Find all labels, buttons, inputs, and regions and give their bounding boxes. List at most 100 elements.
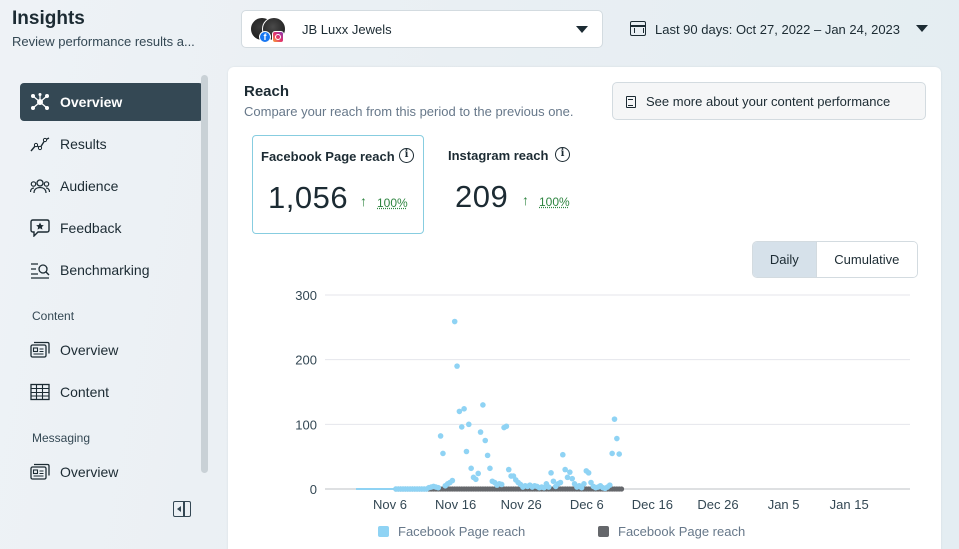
sidebar-item-audience[interactable]: Audience (20, 167, 203, 205)
reach-chart: 0 100 200 300 Nov 6 Nov 16 Nov 26 Dec 6 Dec 16 De… (295, 288, 910, 539)
account-avatar: f (250, 17, 290, 43)
x-tick-label: Nov 6 (373, 497, 407, 512)
date-range-label: Last 90 days: Oct 27, 2022 – Jan 24, 202… (655, 22, 901, 37)
data-point[interactable] (449, 477, 456, 484)
data-point[interactable] (451, 318, 458, 325)
y-tick-label: 200 (295, 353, 317, 368)
sidebar: Overview Results Audience Feedback B (0, 75, 215, 549)
metric-change[interactable]: 100% (539, 195, 570, 209)
metric-value: 1,056 (268, 180, 349, 215)
data-point[interactable] (477, 429, 484, 435)
data-point[interactable] (505, 466, 512, 473)
arrow-up-icon: ↑ (360, 193, 367, 209)
line-chart-icon (30, 137, 50, 152)
data-point[interactable] (463, 448, 470, 455)
legend-swatch (378, 526, 389, 537)
data-point[interactable] (454, 363, 460, 369)
data-point[interactable] (557, 479, 564, 486)
y-tick-label: 100 (295, 417, 317, 432)
cumulative-button[interactable]: Cumulative (816, 242, 917, 277)
sidebar-item-content[interactable]: Content (20, 373, 203, 411)
data-point[interactable] (473, 476, 479, 483)
data-point[interactable] (614, 435, 620, 442)
data-point[interactable] (466, 421, 472, 428)
data-point[interactable] (435, 484, 442, 491)
page-subtitle: Review performance results a... (12, 34, 195, 49)
sidebar-item-benchmarking[interactable]: Benchmarking (20, 251, 203, 289)
data-point[interactable] (487, 465, 493, 472)
data-point[interactable] (616, 451, 622, 457)
table-icon (30, 383, 50, 401)
arrow-up-icon: ↑ (522, 192, 529, 208)
metric-title: Instagram reach (448, 148, 549, 163)
daily-button[interactable]: Daily (753, 242, 817, 277)
legend-item[interactable]: Facebook Page reach (378, 524, 525, 539)
data-point[interactable] (456, 408, 463, 415)
x-tick-label: Jan 15 (830, 497, 869, 512)
info-icon[interactable]: i (555, 147, 570, 162)
data-point[interactable] (498, 481, 505, 488)
see-more-content-button[interactable]: See more about your content performance (612, 82, 926, 120)
x-tick-label: Nov 26 (501, 497, 542, 512)
data-point[interactable] (607, 482, 613, 488)
data-point[interactable] (611, 416, 618, 422)
data-point[interactable] (550, 478, 557, 485)
section-label-content: Content (32, 309, 75, 323)
sidebar-item-label: Overview (60, 464, 119, 480)
facebook-icon: f (259, 31, 271, 43)
chevron-down-icon (916, 25, 928, 32)
legend-item[interactable]: Facebook Page reach (598, 524, 745, 539)
data-point[interactable] (609, 450, 615, 457)
data-point[interactable] (475, 470, 481, 477)
sidebar-item-label: Feedback (60, 220, 122, 236)
metric-change[interactable]: 100% (377, 196, 408, 210)
data-point[interactable] (458, 424, 465, 430)
data-point[interactable] (548, 470, 554, 476)
sidebar-item-content-overview[interactable]: Overview (20, 331, 203, 369)
data-point[interactable] (567, 469, 573, 475)
document-icon (626, 96, 636, 108)
sidebar-item-results[interactable]: Results (20, 125, 203, 163)
reach-title: Reach (244, 83, 290, 100)
sidebar-item-label: Overview (60, 94, 123, 110)
date-range-selector[interactable]: Last 90 days: Oct 27, 2022 – Jan 24, 202… (628, 10, 933, 48)
data-point[interactable] (482, 437, 489, 444)
y-tick-label: 0 (310, 482, 317, 497)
legend-label: Facebook Page reach (398, 524, 525, 539)
data-point[interactable] (585, 470, 592, 476)
data-point[interactable] (562, 466, 568, 473)
data-point[interactable] (560, 451, 566, 458)
data-point[interactable] (484, 452, 491, 459)
data-point[interactable] (545, 484, 552, 490)
sidebar-scrollbar[interactable] (201, 75, 208, 473)
calendar-icon (630, 21, 646, 36)
people-icon (30, 179, 50, 194)
data-point[interactable] (468, 465, 474, 472)
data-point[interactable] (480, 402, 486, 408)
legend-swatch (598, 526, 609, 537)
content-overview-icon (30, 341, 50, 358)
benchmark-icon (31, 263, 50, 279)
reach-card: Reach Compare your reach from this perio… (228, 67, 941, 549)
x-tick-label: Jan 5 (768, 497, 800, 512)
sidebar-item-overview[interactable]: Overview (20, 83, 203, 121)
instagram-reach-metric[interactable]: Instagram reach i 209 ↑ 100% (440, 135, 600, 234)
data-point[interactable] (564, 474, 571, 481)
data-point[interactable] (503, 423, 510, 430)
data-point[interactable] (461, 406, 467, 412)
sidebar-item-feedback[interactable]: Feedback (20, 209, 203, 247)
data-point[interactable] (440, 450, 446, 457)
collapse-sidebar-icon[interactable] (173, 501, 191, 517)
account-selector[interactable]: f JB Luxx Jewels (241, 10, 603, 48)
data-point[interactable] (437, 433, 444, 439)
account-name: JB Luxx Jewels (302, 22, 392, 37)
x-tick-label: Dec 16 (632, 497, 673, 512)
facebook-reach-metric[interactable]: Facebook Page reach i 1,056 ↑ 100% (252, 135, 424, 234)
info-icon[interactable]: i (399, 148, 414, 163)
network-icon (31, 93, 49, 110)
sidebar-item-messaging-overview[interactable]: Overview (20, 453, 203, 491)
reach-subtitle: Compare your reach from this period to t… (244, 104, 574, 119)
data-point[interactable] (581, 481, 587, 487)
data-point[interactable] (569, 475, 575, 482)
data-point-previous[interactable] (618, 486, 625, 492)
